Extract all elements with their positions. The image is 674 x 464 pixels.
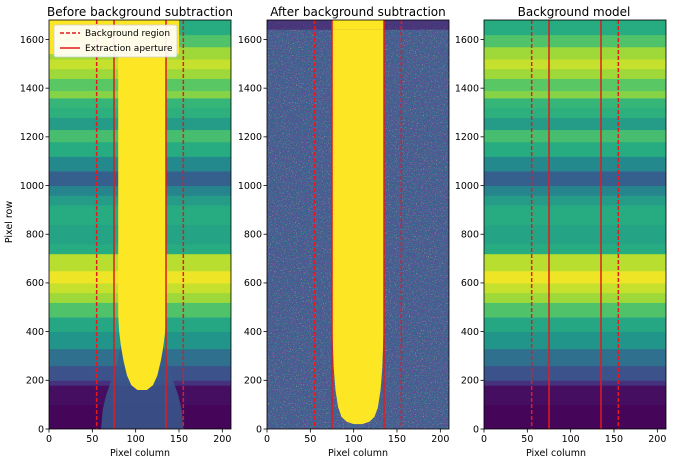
y-tick-label: 1400: [20, 83, 44, 94]
x-tick-label: 0: [264, 434, 270, 445]
y-tick-label: 1400: [238, 83, 262, 94]
heatmap-band: [484, 90, 666, 99]
x-tick-label: 200: [431, 434, 449, 445]
heatmap-image: [267, 20, 449, 429]
heatmap-band: [484, 156, 666, 172]
heatmap-image: [484, 20, 666, 429]
y-tick-label: 200: [26, 376, 44, 387]
y-tick-label: 200: [461, 376, 479, 387]
y-tick-label: 400: [26, 327, 44, 338]
heatmap-band: [484, 243, 666, 255]
x-axis-label: Pixel column: [110, 448, 170, 459]
y-tick-label: 600: [244, 278, 262, 289]
axes-frame: [483, 19, 667, 430]
heatmap-band: [484, 20, 666, 36]
axes-frame: [48, 19, 232, 430]
axes-frame: [266, 19, 450, 430]
x-tick-label: 150: [605, 434, 623, 445]
trace-core-upper: [118, 20, 166, 318]
heatmap-band: [484, 292, 666, 303]
y-tick-label: 1600: [20, 35, 44, 46]
heatmap-band: [484, 253, 666, 272]
y-tick-label: 1000: [455, 181, 479, 192]
heatmap-band: [484, 348, 666, 367]
x-tick-label: 100: [127, 434, 145, 445]
y-tick-label: 1000: [238, 181, 262, 192]
heatmap-band: [484, 185, 666, 196]
x-tick-label: 200: [213, 434, 231, 445]
heatmap-band: [484, 78, 666, 92]
heatmap-band: [484, 317, 666, 333]
legend-entry-extraction-aperture: Extraction aperture: [85, 44, 173, 54]
panel-before-subtraction: Before background subtraction 0 50 100 150 2…: [4, 5, 233, 459]
heatmap-band: [484, 302, 666, 318]
y-tick-label: 600: [461, 278, 479, 289]
heatmap-band: [484, 224, 666, 245]
heatmap-band: [484, 46, 666, 60]
heatmap-band: [484, 331, 666, 350]
heatmap-band: [484, 282, 666, 294]
x-tick-label: 100: [345, 434, 363, 445]
heatmap-band: [484, 68, 666, 79]
heatmap-band: [484, 58, 666, 70]
heatmap-band: [484, 107, 666, 118]
y-tick-label: 1000: [20, 181, 44, 192]
heatmap-band: [484, 404, 666, 429]
y-tick-label: 1400: [455, 83, 479, 94]
x-tick-label: 150: [388, 434, 406, 445]
heatmap-band: [484, 117, 666, 131]
panel-background-model: Background model 0 50 100 150 200 0 200 400 600 8…: [455, 5, 667, 459]
y-tick-label: 400: [244, 327, 262, 338]
x-tick-label: 50: [304, 434, 316, 445]
y-tick-label: 1600: [238, 35, 262, 46]
heatmap-band: [484, 34, 666, 48]
y-tick-label: 1200: [238, 132, 262, 143]
heatmap-band: [484, 380, 666, 386]
y-tick-label: 1600: [455, 35, 479, 46]
legend-box: [53, 24, 178, 58]
heatmap-band: [484, 385, 666, 406]
legend-entry-background-region: Background region: [85, 29, 170, 39]
heatmap-band: [484, 195, 666, 206]
x-tick-label: 200: [648, 434, 666, 445]
y-axis-label: Pixel row: [4, 201, 15, 244]
panel-title: After background subtraction: [270, 5, 445, 19]
legend: Background region Extraction aperture: [53, 24, 178, 58]
x-axis-label: Pixel column: [526, 448, 586, 459]
y-tick-label: 1200: [455, 132, 479, 143]
heatmap-image: [49, 20, 231, 429]
panel-title: Background model: [518, 5, 631, 19]
heatmap-band: [484, 205, 666, 225]
y-tick-label: 200: [244, 376, 262, 387]
panel-title: Before background subtraction: [47, 5, 233, 19]
trace-top: [332, 20, 384, 30]
x-tick-label: 0: [481, 434, 487, 445]
y-tick-label: 0: [38, 424, 44, 435]
panel-after-subtraction: After background subtraction 0 50 100 150 20…: [238, 5, 450, 459]
y-tick-label: 0: [256, 424, 262, 435]
heatmap-band: [484, 141, 666, 157]
x-tick-label: 50: [86, 434, 98, 445]
heatmap-band: [484, 170, 666, 187]
x-tick-label: 0: [46, 434, 52, 445]
y-tick-label: 800: [461, 230, 479, 241]
trace-core: [332, 20, 384, 425]
y-tick-label: 800: [244, 230, 262, 241]
x-tick-label: 100: [562, 434, 580, 445]
x-tick-label: 50: [521, 434, 533, 445]
y-tick-label: 400: [461, 327, 479, 338]
heatmap-band: [484, 270, 666, 284]
heatmap-band: [484, 97, 666, 109]
x-axis-label: Pixel column: [328, 448, 388, 459]
y-tick-label: 1200: [20, 132, 44, 143]
y-tick-label: 0: [473, 424, 479, 435]
y-tick-label: 800: [26, 230, 44, 241]
x-tick-label: 150: [170, 434, 188, 445]
heatmap-band: [484, 129, 666, 143]
heatmap-band: [484, 365, 666, 381]
y-tick-label: 600: [26, 278, 44, 289]
